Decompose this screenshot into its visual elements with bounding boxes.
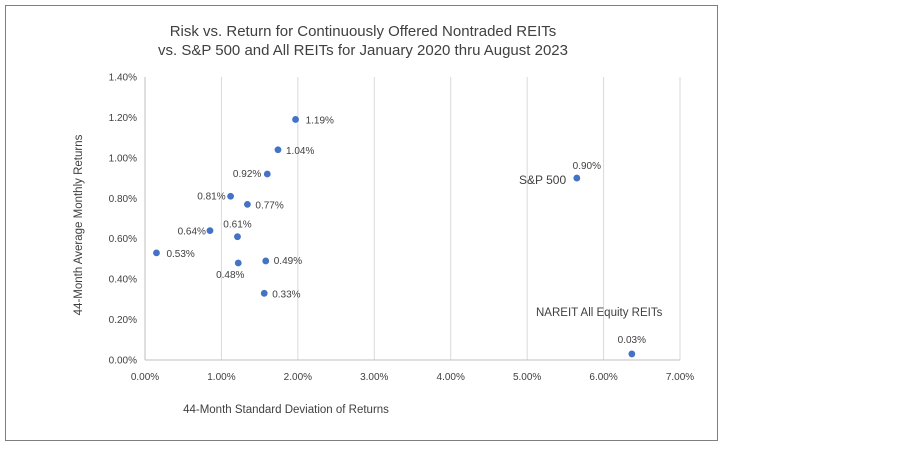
data-label: 1.19%: [306, 115, 334, 126]
sp500-annotation: S&P 500: [519, 173, 566, 187]
data-label: 0.48%: [216, 270, 244, 281]
chart-title-line-1: Risk vs. Return for Continuously Offered…: [170, 23, 557, 40]
x-tick-label: 0.00%: [131, 372, 159, 383]
x-tick-label: 4.00%: [437, 372, 465, 383]
data-point: [292, 116, 299, 123]
axes: [144, 77, 680, 361]
data-point: [227, 192, 235, 200]
data-points: [153, 116, 636, 358]
x-tick-label: 1.00%: [207, 372, 235, 383]
y-tick-label: 0.80%: [109, 194, 137, 205]
data-labels: 1.19% 1.04% 0.92% 0.81% 0.77% 0.64% 0.61% 0.53%…: [166, 115, 646, 345]
data-label: 0.64%: [178, 227, 206, 238]
x-tick-label: 7.00%: [666, 372, 694, 383]
data-label: 1.04%: [286, 146, 314, 157]
x-tick-label: 5.00%: [513, 372, 541, 383]
data-point: [262, 257, 270, 265]
y-tick-label: 1.40%: [109, 73, 137, 84]
data-point: [244, 200, 251, 208]
data-point: [274, 146, 282, 154]
data-point: [234, 259, 242, 267]
data-point: [573, 174, 581, 182]
data-label: 0.90%: [573, 161, 601, 172]
data-point: [234, 233, 241, 241]
data-point: [206, 227, 214, 235]
data-point: [628, 350, 636, 358]
data-label: 0.81%: [197, 191, 225, 202]
scatter-chart: Risk vs. Return for Continuously Offered…: [73, 23, 695, 416]
x-tick-label: 3.00%: [360, 372, 388, 383]
data-label: 0.33%: [272, 289, 300, 300]
tick-labels: 0.00% 1.00% 2.00% 3.00% 4.00% 5.00% 6.00% 7.00%…: [109, 73, 695, 384]
y-tick-label: 1.00%: [109, 153, 137, 164]
data-label: 0.61%: [223, 220, 251, 231]
gridlines: [220, 77, 681, 360]
x-tick-label: 6.00%: [589, 372, 617, 383]
chart-title-line-2: vs. S&P 500 and All REITs for January 20…: [158, 42, 568, 59]
data-label: 0.49%: [274, 256, 302, 267]
y-tick-label: 1.20%: [109, 113, 137, 124]
data-point: [153, 249, 160, 257]
data-point: [263, 170, 271, 178]
y-tick-label: 0.60%: [109, 234, 137, 245]
data-label: 0.53%: [166, 249, 194, 260]
y-tick-label: 0.00%: [109, 356, 137, 367]
data-label: 0.03%: [618, 335, 646, 346]
nareit-annotation: NAREIT All Equity REITs: [536, 307, 663, 319]
y-tick-label: 0.40%: [109, 275, 137, 286]
data-label: 0.92%: [233, 169, 261, 180]
y-tick-label: 0.20%: [109, 315, 137, 326]
data-point: [260, 289, 268, 297]
y-axis-title: 44-Month Average Monthly Returns: [73, 134, 85, 315]
chart-frame: Risk vs. Return for Continuously Offered…: [5, 5, 718, 441]
x-axis-title: 44-Month Standard Deviation of Returns: [183, 404, 389, 416]
data-label: 0.77%: [255, 200, 283, 211]
x-tick-label: 2.00%: [284, 372, 312, 383]
